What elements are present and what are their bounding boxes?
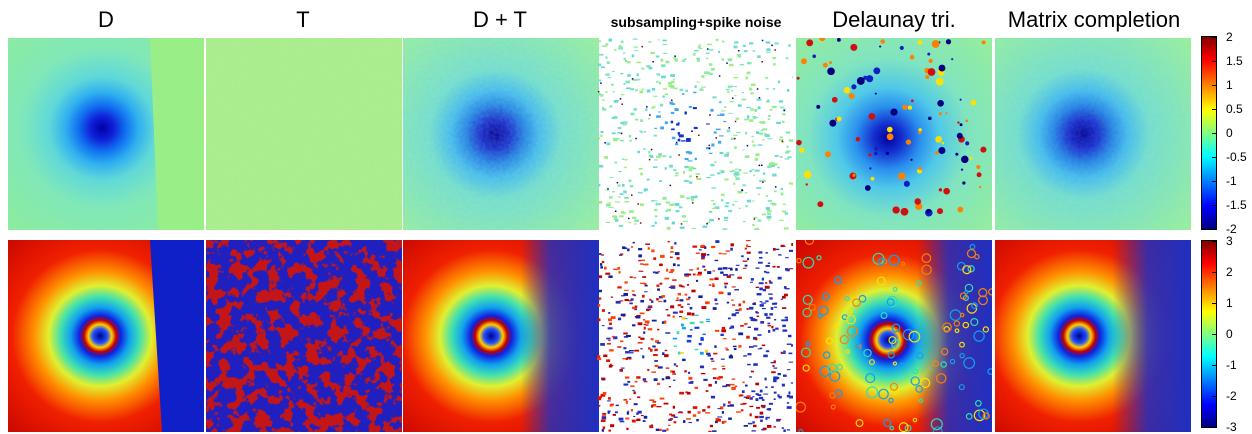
- colorbar-top-tick-label: -0.5: [1226, 151, 1247, 163]
- panel-top-delaunay: [796, 38, 992, 230]
- colorbar-top-tick-label: 0: [1226, 127, 1233, 139]
- colorbar-top-tick-mark: [1212, 205, 1216, 206]
- colorbar-bottom-tick-mark: [1212, 272, 1216, 273]
- colorbar-top-tick-label: 1.5: [1226, 55, 1243, 67]
- colorbar-bottom-tick-mark: [1212, 427, 1216, 428]
- colorbar-bottom-tick-label: -2: [1226, 390, 1237, 402]
- panel-top-d: [8, 38, 204, 230]
- panel-bottom-subsampling: [597, 240, 793, 432]
- colorbar-top-tick-mark: [1212, 181, 1216, 182]
- panel-top-subsampling: [597, 38, 793, 230]
- column-title-d: D: [8, 4, 204, 36]
- panel-bottom-matrix-completion: [995, 240, 1191, 432]
- colorbar-top-tick-label: -1: [1226, 175, 1237, 187]
- panel-bottom-t: [206, 240, 402, 432]
- column-title-subsampling: subsampling+spike noise: [594, 6, 798, 38]
- colorbar-top-tick-label: 2: [1226, 31, 1233, 43]
- column-title-t: T: [205, 4, 401, 36]
- colorbar-bottom-tick-label: 0: [1226, 328, 1233, 340]
- colorbar-bottom-tick-label: 3: [1226, 235, 1233, 247]
- colorbar-top-tick-label: 1: [1226, 79, 1233, 91]
- colorbar-top-tick-label: -1.5: [1226, 199, 1247, 211]
- colorbar-top-tick-mark: [1212, 133, 1216, 134]
- colorbar-top-tick-mark: [1212, 157, 1216, 158]
- panel-top-t: [206, 38, 402, 230]
- colorbar-bottom-tick-mark: [1212, 365, 1216, 366]
- panel-bottom-d-plus-t: [403, 240, 599, 432]
- colorbar-top-tick-mark: [1212, 229, 1216, 230]
- column-title-matrix-completion: Matrix completion: [994, 4, 1194, 36]
- colorbar-bottom-tick-label: 1: [1226, 297, 1233, 309]
- colorbar-bottom-tick-label: -1: [1226, 359, 1237, 371]
- column-title-delaunay: Delaunay tri.: [796, 4, 992, 36]
- colorbar-bottom-tick-mark: [1212, 396, 1216, 397]
- colorbar-top-tick-mark: [1212, 109, 1216, 110]
- panel-top-d-plus-t: [403, 38, 599, 230]
- column-title-d-plus-t: D + T: [402, 4, 598, 36]
- colorbar-bottom-tick-label: 2: [1226, 266, 1233, 278]
- panel-top-matrix-completion: [995, 38, 1191, 230]
- colorbar-bottom-tick-mark: [1212, 334, 1216, 335]
- colorbar-top-tick-mark: [1212, 85, 1216, 86]
- colorbar-top-tick-mark: [1212, 61, 1216, 62]
- colorbar-top-tick-label: 0.5: [1226, 103, 1243, 115]
- colorbar-bottom-tick-mark: [1212, 303, 1216, 304]
- colorbar-bottom-tick-label: -3: [1226, 421, 1237, 433]
- colorbar-top-tick-mark: [1212, 37, 1216, 38]
- colorbar-bottom-tick-mark: [1212, 241, 1216, 242]
- panel-bottom-delaunay: [796, 240, 992, 432]
- panel-bottom-d: [8, 240, 204, 432]
